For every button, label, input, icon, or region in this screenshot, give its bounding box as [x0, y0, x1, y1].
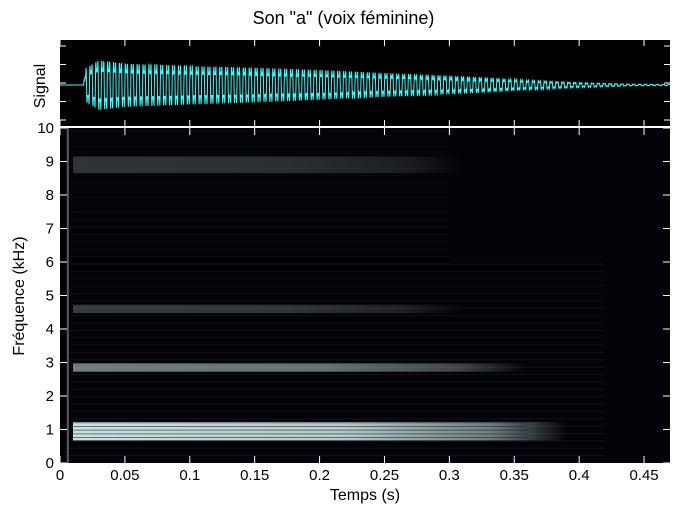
- y-tick-label: 7: [46, 221, 54, 238]
- x-tick-label: 0.15: [240, 467, 269, 484]
- x-tick-label: 0.35: [500, 467, 529, 484]
- y-tick-label: 6: [46, 254, 54, 271]
- x-axis-label: Temps (s): [330, 487, 400, 504]
- signal-ylabel: Signal: [32, 64, 49, 108]
- x-tick-label: 0.3: [439, 467, 460, 484]
- x-tick-label: 0.25: [370, 467, 399, 484]
- y-tick-label: 2: [46, 388, 54, 405]
- x-tick-label: 0: [56, 467, 64, 484]
- x-tick-labels: 0 0.05 0.1 0.15 0.2 0.25 0.3 0.35 0.4 0.45: [56, 467, 659, 484]
- y-tick-label: 9: [46, 154, 54, 171]
- x-tick-label: 0.2: [309, 467, 330, 484]
- y-tick-label: 5: [46, 288, 54, 305]
- spectrogram-panel: 0 0.05 0.1 0.15 0.2 0.25 0.3 0.35 0.4 0.45 0 1 2 3 4 5…: [11, 120, 670, 504]
- formant-band: [72, 304, 463, 314]
- y-tick-label: 10: [37, 120, 54, 137]
- x-tick-label: 0.05: [110, 467, 139, 484]
- x-tick-label: 0.4: [569, 467, 590, 484]
- x-tick-label: 0.1: [179, 467, 200, 484]
- y-tick-label: 4: [46, 321, 54, 338]
- x-tick-label: 0.45: [629, 467, 658, 484]
- spectrogram-bands: [66, 128, 606, 463]
- y-tick-label: 8: [46, 187, 54, 204]
- formant-band: [72, 363, 528, 372]
- spectrogram-ticks: [59, 127, 670, 464]
- chart-title: Son "a" (voix féminine): [252, 8, 435, 28]
- y-tick-labels: 0 1 2 3 4 5 6 7 8 9 10: [37, 120, 54, 472]
- formant-band: [72, 156, 463, 174]
- signal-panel: Signal: [32, 40, 671, 126]
- y-tick-label: 3: [46, 355, 54, 372]
- spectrogram-background: [60, 128, 670, 463]
- y-axis-label: Fréquence (kHz): [11, 236, 28, 355]
- y-tick-label: 0: [46, 455, 54, 472]
- y-tick-label: 1: [46, 422, 54, 439]
- signal-waveform: [60, 60, 671, 110]
- signal-ticks: [59, 40, 670, 126]
